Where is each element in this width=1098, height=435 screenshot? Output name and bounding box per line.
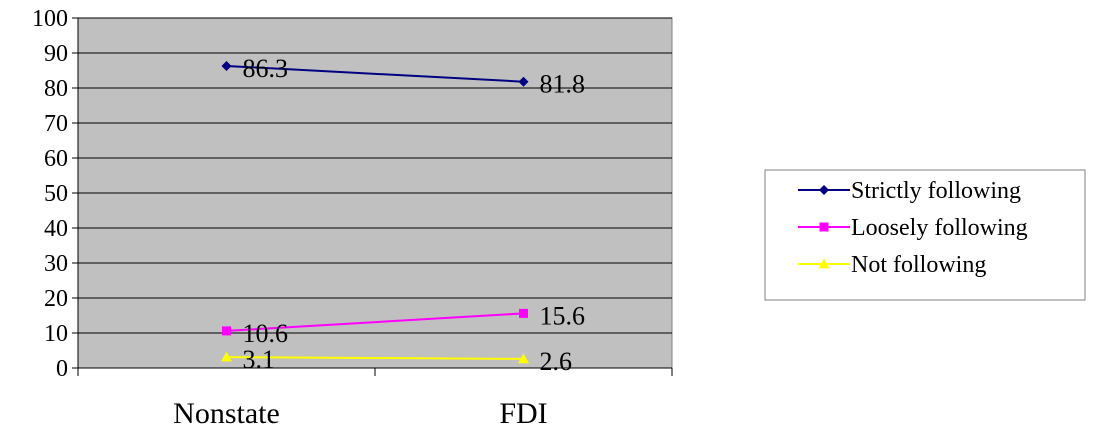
y-tick-label: 70	[44, 111, 68, 137]
series-strictly-following	[221, 60, 529, 87]
legend-label: Not following	[851, 252, 986, 278]
data-label: 2.6	[540, 347, 573, 376]
legend-marker	[818, 258, 830, 269]
data-point	[221, 60, 232, 71]
legend: Strictly following Loosely following Not f…	[764, 169, 1086, 301]
y-tick-label: 50	[44, 181, 68, 207]
data-label: 15.6	[540, 301, 586, 330]
series-line	[226, 64, 524, 83]
series-not-following	[221, 351, 529, 364]
series-line	[226, 312, 524, 332]
series-loosely-following	[222, 308, 528, 336]
y-axis-ticks: 0 10 20 30 40 50 60 70 80 90 100	[32, 6, 78, 382]
data-label: 81.8	[540, 70, 586, 99]
legend-marker	[819, 222, 829, 232]
data-point	[518, 353, 529, 364]
legend-label: Strictly following	[851, 178, 1021, 204]
y-tick-label: 80	[44, 76, 68, 102]
y-tick-label: 90	[44, 41, 68, 67]
data-label: 86.3	[243, 54, 289, 83]
x-axis-ticks: Nonstate FDI	[77, 368, 673, 430]
legend-item: Strictly following	[798, 178, 1021, 204]
legend-item: Loosely following	[798, 215, 1028, 241]
x-category-label: Nonstate	[173, 397, 280, 430]
legend-item: Not following	[798, 252, 986, 278]
legend-marker	[819, 185, 829, 195]
y-tick-label: 100	[32, 6, 68, 32]
data-point	[519, 308, 528, 318]
y-tick-label: 0	[56, 356, 68, 382]
x-category-label: FDI	[499, 397, 547, 430]
y-tick-label: 30	[44, 251, 68, 277]
y-tick-label: 10	[44, 321, 68, 347]
series-line	[226, 356, 524, 360]
data-point	[221, 351, 232, 362]
data-point	[518, 76, 529, 87]
data-point	[222, 326, 231, 336]
y-tick-label: 40	[44, 216, 68, 242]
legend-box	[764, 169, 1086, 301]
data-label: 10.6	[243, 319, 289, 348]
legend-label: Loosely following	[851, 215, 1028, 241]
grid-lines	[78, 17, 672, 334]
y-tick-label: 60	[44, 146, 68, 172]
series-layer	[221, 60, 529, 364]
y-tick-label: 20	[44, 286, 68, 312]
data-labels: 86.3 81.8 10.6 15.6 3.1 2.6	[243, 54, 586, 376]
data-label: 3.1	[243, 345, 276, 374]
